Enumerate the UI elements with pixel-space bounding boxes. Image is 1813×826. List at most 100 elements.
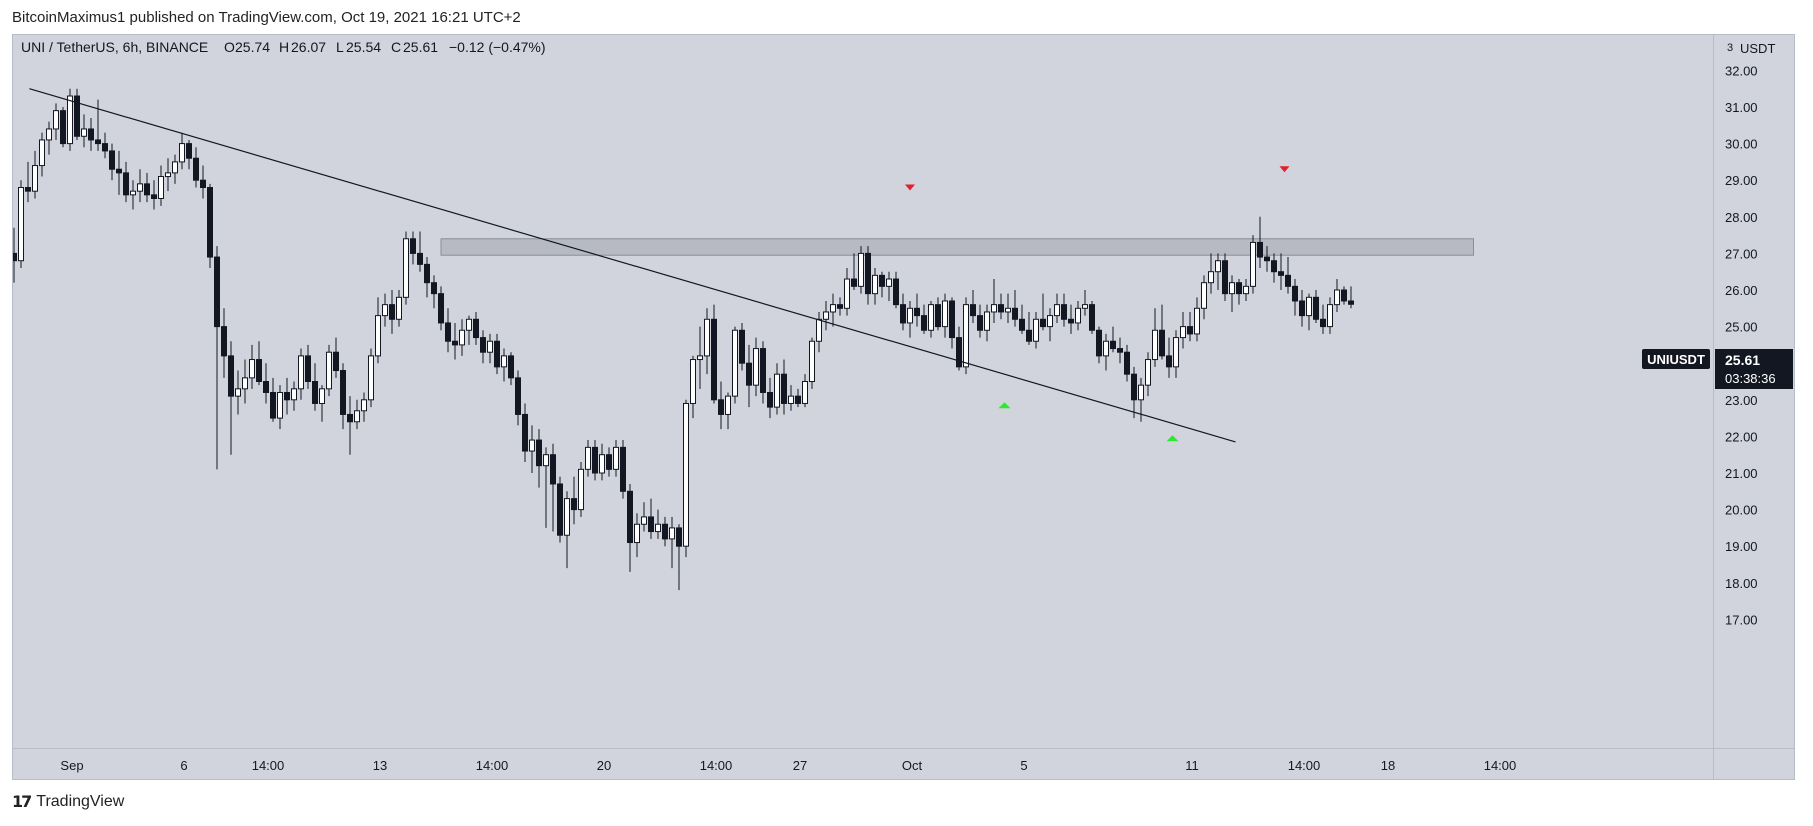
candle[interactable] (1236, 279, 1242, 305)
candle[interactable] (228, 341, 234, 455)
candle[interactable] (1313, 290, 1319, 323)
candle[interactable] (865, 246, 871, 305)
candle[interactable] (1047, 308, 1053, 342)
candle[interactable] (1341, 286, 1347, 305)
candle[interactable] (60, 107, 66, 148)
candle[interactable] (739, 322, 745, 371)
candle[interactable] (515, 370, 521, 426)
candle[interactable] (1131, 366, 1137, 419)
candle[interactable] (767, 377, 773, 419)
candle[interactable] (81, 114, 87, 148)
candle[interactable] (557, 476, 563, 543)
candle[interactable] (914, 293, 920, 327)
candle[interactable] (249, 344, 255, 389)
candle[interactable] (1299, 290, 1305, 327)
candlestick-chart[interactable]: 17.0018.0019.0020.0021.0022.0023.0024.00… (13, 35, 1794, 779)
candle[interactable] (949, 297, 955, 349)
candle[interactable] (732, 326, 738, 404)
candle[interactable] (690, 355, 696, 419)
candle[interactable] (1215, 253, 1221, 290)
candle[interactable] (543, 447, 549, 528)
candle[interactable] (501, 348, 507, 382)
candle[interactable] (1264, 246, 1270, 272)
candle[interactable] (1096, 326, 1102, 364)
candle[interactable] (1201, 275, 1207, 320)
candle[interactable] (536, 429, 542, 488)
candle[interactable] (718, 381, 724, 430)
candle[interactable] (473, 311, 479, 345)
candle[interactable] (74, 88, 80, 140)
candle[interactable] (144, 172, 150, 203)
candle[interactable] (1243, 279, 1249, 301)
candle[interactable] (186, 139, 192, 170)
candle[interactable] (844, 268, 850, 316)
tradingview-logo[interactable]: 17 TradingView (12, 792, 124, 811)
candle[interactable] (1285, 257, 1291, 294)
candle[interactable] (319, 385, 325, 422)
candle[interactable] (613, 440, 619, 477)
candle[interactable] (802, 374, 808, 408)
candle[interactable] (1061, 293, 1067, 327)
candle[interactable] (13, 227, 17, 283)
candle[interactable] (1124, 344, 1130, 382)
candle[interactable] (1173, 330, 1179, 378)
candle[interactable] (564, 491, 570, 569)
candle[interactable] (816, 311, 822, 353)
candle[interactable] (123, 161, 129, 203)
candle[interactable] (711, 304, 717, 404)
candle[interactable] (480, 330, 486, 364)
candle[interactable] (1292, 279, 1298, 316)
candle[interactable] (53, 103, 59, 140)
candle[interactable] (1166, 337, 1172, 378)
candle[interactable] (235, 370, 241, 415)
candle[interactable] (970, 290, 976, 323)
candle[interactable] (830, 293, 836, 327)
candle[interactable] (1159, 304, 1165, 360)
candle[interactable] (67, 88, 73, 151)
candle[interactable] (942, 293, 948, 338)
candle[interactable] (928, 300, 934, 338)
candle[interactable] (753, 337, 759, 397)
candle[interactable] (662, 516, 668, 547)
candle[interactable] (459, 319, 465, 356)
candle[interactable] (725, 392, 731, 430)
candle[interactable] (151, 180, 157, 210)
candle[interactable] (116, 150, 122, 195)
candle[interactable] (137, 169, 143, 203)
candle[interactable] (270, 377, 276, 422)
candle[interactable] (1229, 275, 1235, 312)
candle[interactable] (1208, 253, 1214, 294)
candle[interactable] (347, 396, 353, 455)
candle[interactable] (193, 147, 199, 188)
candle[interactable] (809, 337, 815, 389)
candle[interactable] (1327, 297, 1333, 334)
candle[interactable] (172, 154, 178, 184)
candle[interactable] (1320, 304, 1326, 334)
candle[interactable] (1194, 297, 1200, 342)
candle[interactable] (263, 363, 269, 404)
candle[interactable] (368, 348, 374, 408)
candle[interactable] (606, 447, 612, 477)
candle[interactable] (291, 381, 297, 411)
candle[interactable] (704, 308, 710, 375)
candle[interactable] (221, 308, 227, 378)
resistance-zone[interactable] (440, 238, 1474, 256)
candle[interactable] (1033, 311, 1039, 349)
candle[interactable] (1250, 235, 1256, 294)
candle[interactable] (466, 315, 472, 345)
candle[interactable] (207, 183, 213, 269)
candle[interactable] (641, 502, 647, 532)
candle[interactable] (1145, 352, 1151, 397)
candle[interactable] (795, 388, 801, 408)
candle[interactable] (284, 377, 290, 415)
candle[interactable] (1187, 311, 1193, 342)
candle[interactable] (1089, 300, 1095, 334)
candle[interactable] (494, 333, 500, 375)
candle[interactable] (921, 304, 927, 334)
candle[interactable] (214, 246, 220, 470)
candle[interactable] (32, 150, 38, 199)
candle[interactable] (158, 165, 164, 206)
candle[interactable] (683, 399, 689, 558)
candle[interactable] (18, 180, 24, 269)
candle[interactable] (634, 513, 640, 558)
